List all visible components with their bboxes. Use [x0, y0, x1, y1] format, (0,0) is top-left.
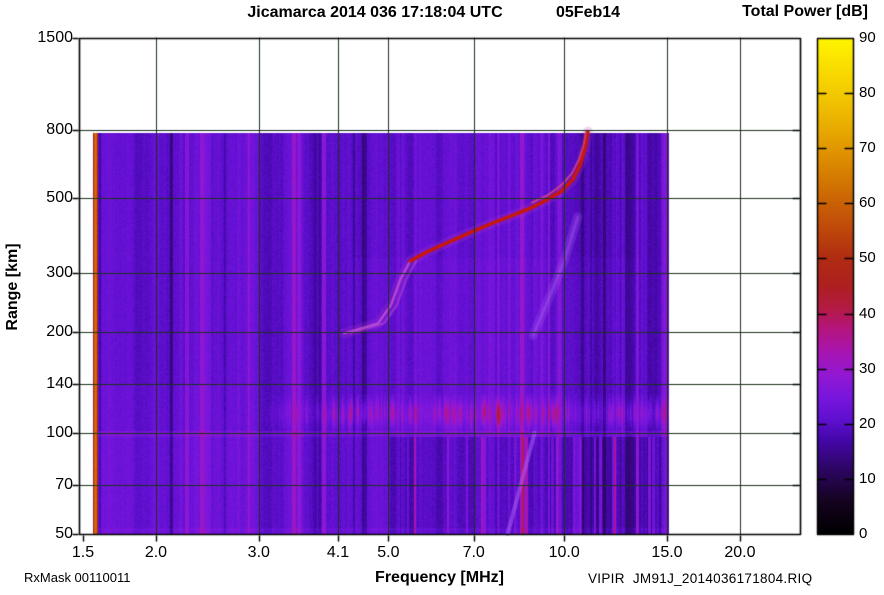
x-tick-label: 7.0 — [462, 544, 485, 561]
rx-mask-text: RxMask 00110011 — [24, 570, 131, 585]
colorbar-tick-label: 70 — [859, 139, 876, 157]
y-tick-label: 140 — [46, 374, 73, 392]
x-tick-label: 15.0 — [651, 544, 683, 561]
colorbar-tick-label: 40 — [859, 304, 876, 322]
data-filename-text: VIPIR JM91J_2014036171804.RIQ — [588, 571, 813, 586]
x-tick-label: 10.0 — [548, 544, 580, 561]
plot-date: 05Feb14 — [556, 4, 621, 21]
x-tick-label: 4.1 — [326, 544, 350, 561]
x-axis-label: Frequency [MHz] — [375, 569, 504, 586]
colorbar-tick-label: 10 — [859, 469, 876, 487]
x-tick-label: 3.0 — [247, 544, 270, 561]
y-tick-label: 50 — [55, 525, 73, 542]
y-tick-label: 70 — [55, 475, 73, 493]
y-tick-label: 300 — [46, 263, 73, 281]
y-tick-label: 500 — [46, 189, 73, 207]
colorbar-tick-label: 60 — [859, 194, 876, 212]
y-tick-label: 200 — [46, 322, 73, 340]
y-tick-label: 1500 — [37, 28, 73, 46]
colorbar-tick-label: 30 — [859, 359, 876, 377]
x-tick-label: 5.0 — [377, 544, 400, 561]
x-tick-label: 20.0 — [724, 544, 756, 561]
y-tick-label: 800 — [46, 120, 73, 138]
colorbar-tick-label: 90 — [859, 29, 876, 46]
x-tick-label: 1.5 — [71, 544, 95, 561]
y-tick-label: 100 — [46, 423, 73, 441]
x-tick-label: 2.0 — [144, 544, 168, 561]
colorbar-tick-label: 0 — [859, 525, 868, 542]
plot-title: Jicamarca 2014 036 17:18:04 UTC — [247, 4, 503, 21]
colorbar-tick-label: 80 — [859, 84, 876, 102]
colorbar-tick-label: 50 — [859, 249, 876, 267]
colorbar-title: Total Power [dB] — [742, 3, 868, 20]
colorbar-tick-label: 20 — [859, 414, 876, 432]
